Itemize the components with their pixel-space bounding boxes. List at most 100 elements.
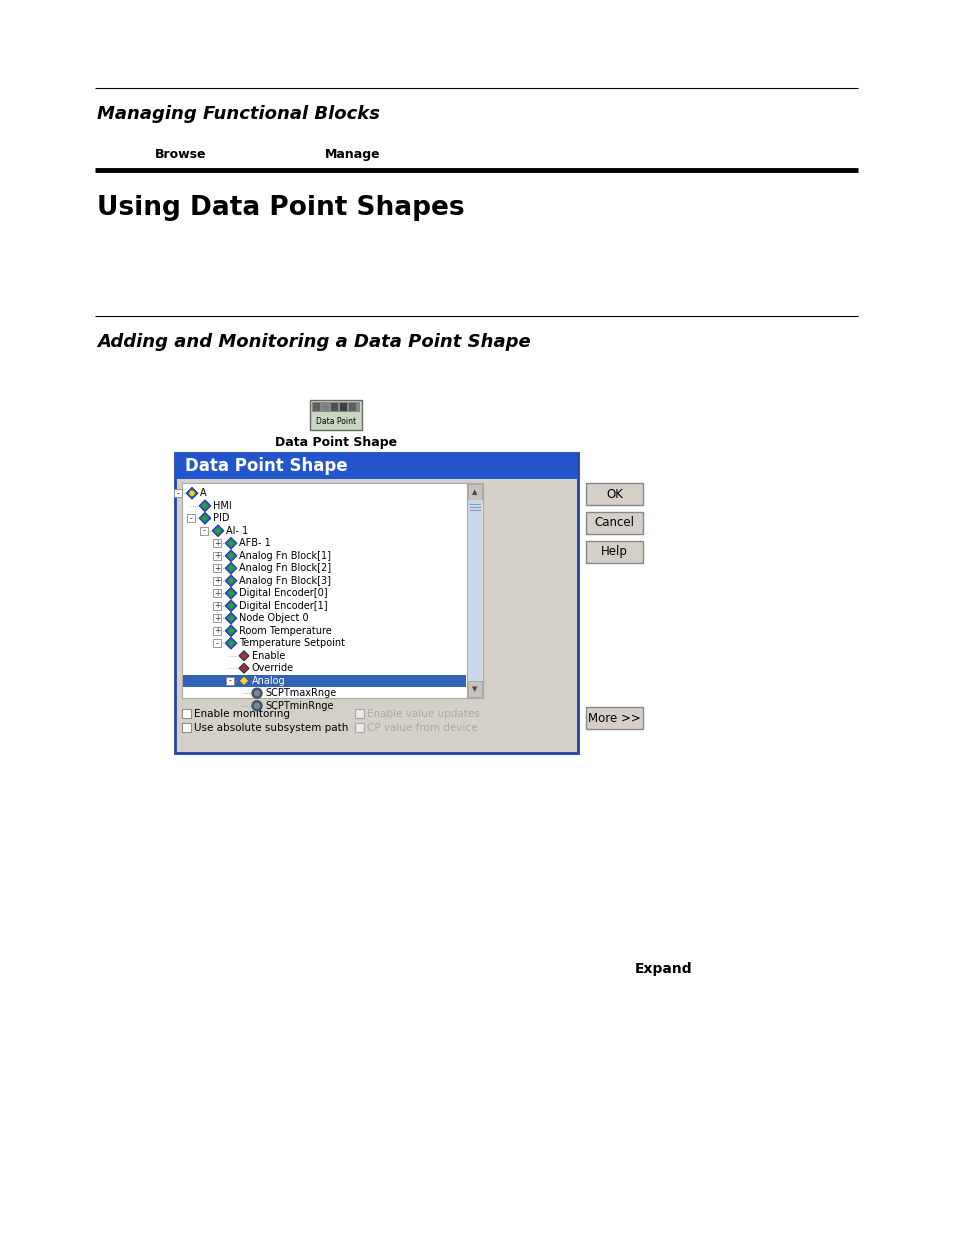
Bar [187,514,194,522]
Text: Data Point Shape: Data Point Shape [274,436,396,450]
Bar [313,403,319,411]
Bar [174,453,578,479]
Text: Data Point Shape: Data Point Shape [185,457,347,475]
Text: Digital Encoder[1]: Digital Encoder[1] [239,600,327,611]
Bar [213,640,221,647]
Polygon shape [239,651,249,661]
Bar [468,484,481,500]
Polygon shape [199,513,211,524]
Bar [355,709,364,718]
Bar [310,400,361,430]
Polygon shape [225,637,236,650]
Text: Using Data Point Shapes: Using Data Point Shapes [97,195,464,221]
Text: +: + [213,601,220,610]
Text: SCPTmaxRnge: SCPTmaxRnge [265,688,335,698]
Polygon shape [225,588,236,599]
Polygon shape [189,490,195,496]
Text: Node Object 0: Node Object 0 [239,614,309,624]
Bar [182,483,467,698]
Bar [585,483,642,505]
Text: Use absolute subsystem path: Use absolute subsystem path [193,722,348,734]
Polygon shape [227,603,234,609]
Bar [213,540,221,547]
Polygon shape [239,663,249,673]
Circle shape [254,690,259,695]
Bar [226,677,233,684]
Text: Expand: Expand [635,962,692,976]
Text: -: - [176,489,179,498]
Polygon shape [239,676,249,685]
Bar [585,706,642,729]
Text: AI- 1: AI- 1 [226,526,248,536]
Polygon shape [227,590,234,597]
Circle shape [242,653,246,658]
Text: Analog Fn Block[3]: Analog Fn Block[3] [239,576,331,585]
Bar [355,722,364,732]
Circle shape [190,492,193,495]
Text: CP value from device: CP value from device [367,722,477,734]
Text: Analog: Analog [252,676,285,685]
Text: Override: Override [252,663,294,673]
Bar [183,674,465,687]
Polygon shape [225,537,236,550]
Polygon shape [225,600,236,611]
Text: +: + [213,538,220,548]
Polygon shape [186,488,198,499]
Text: +: + [213,551,220,561]
Polygon shape [201,515,209,521]
Bar [468,500,481,680]
Text: Room Temperature: Room Temperature [239,626,332,636]
Polygon shape [227,552,234,559]
Text: +: + [213,626,220,635]
Bar [468,680,481,697]
Bar [213,552,221,559]
Text: Enable: Enable [252,651,285,661]
Bar [349,403,355,411]
Polygon shape [225,625,236,637]
Bar [339,403,347,411]
Bar [312,403,359,412]
Polygon shape [212,525,224,537]
Polygon shape [225,574,236,587]
Bar [213,614,221,622]
Text: Cancel: Cancel [594,516,634,530]
Bar [585,513,642,534]
Circle shape [252,688,262,698]
Bar [331,403,337,411]
Text: Data Point: Data Point [315,417,355,426]
Bar [585,541,642,563]
Circle shape [254,703,259,708]
Text: Analog Fn Block[1]: Analog Fn Block[1] [239,551,331,561]
Bar [182,722,191,732]
Bar [213,564,221,572]
Text: Enable value updates: Enable value updates [367,709,479,719]
Bar [174,453,578,753]
Text: Analog Fn Block[2]: Analog Fn Block[2] [239,563,331,573]
Text: ▼: ▼ [472,685,477,692]
Text: PID: PID [213,514,230,524]
Text: SCPTminRnge: SCPTminRnge [265,700,334,711]
Bar [213,577,221,584]
Text: -: - [202,526,205,535]
Polygon shape [214,527,221,535]
Text: Digital Encoder[0]: Digital Encoder[0] [239,588,327,598]
Text: -: - [229,677,232,685]
Polygon shape [225,613,236,624]
Polygon shape [227,627,234,635]
Bar [467,483,482,698]
Text: Enable monitoring: Enable monitoring [193,709,290,719]
Bar [322,403,329,411]
Text: Adding and Monitoring a Data Point Shape: Adding and Monitoring a Data Point Shape [97,333,530,351]
Text: +: + [213,577,220,585]
Text: Manage: Manage [325,148,380,161]
Text: A: A [200,488,207,498]
Polygon shape [225,550,236,562]
Bar [173,489,182,498]
Text: Browse: Browse [154,148,206,161]
Polygon shape [227,564,234,572]
Text: Temperature Setpoint: Temperature Setpoint [239,638,345,648]
Polygon shape [199,500,211,511]
Bar [182,709,191,718]
Bar [213,589,221,598]
Polygon shape [227,540,234,547]
